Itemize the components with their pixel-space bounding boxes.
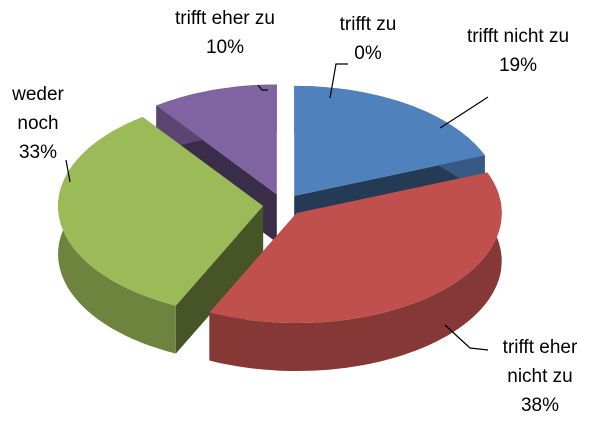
leader-line xyxy=(444,324,489,351)
slice xyxy=(209,172,502,323)
leader-line xyxy=(257,84,268,91)
label-category: trifft eher zu xyxy=(175,8,275,29)
slice-wall xyxy=(209,172,502,371)
data-label: trifft eher zu 10% xyxy=(170,4,280,62)
slice-side xyxy=(175,206,264,354)
data-label: trifft zu 0% xyxy=(323,10,413,68)
data-label: weder noch 33% xyxy=(3,80,73,167)
label-category: trifft eher nicht zu xyxy=(502,337,578,387)
leader-line xyxy=(329,63,348,99)
leader-lines xyxy=(65,63,489,351)
label-category: trifft zu xyxy=(339,14,397,35)
slice xyxy=(294,85,485,196)
data-label: trifft eher nicht zu 38% xyxy=(485,333,592,420)
leader-line xyxy=(65,159,71,183)
label-value: 10% xyxy=(205,37,245,58)
label-category: trifft nicht zu xyxy=(466,26,570,47)
label-category: weder noch xyxy=(12,84,64,134)
leader-line xyxy=(439,96,489,129)
slice xyxy=(156,84,277,195)
slice xyxy=(58,117,264,306)
label-value: 33% xyxy=(18,142,58,163)
label-value: 0% xyxy=(354,43,382,64)
label-value: 38% xyxy=(520,395,560,416)
data-label: trifft nicht zu 19% xyxy=(463,22,573,80)
label-value: 19% xyxy=(498,55,538,76)
pie xyxy=(58,84,502,371)
